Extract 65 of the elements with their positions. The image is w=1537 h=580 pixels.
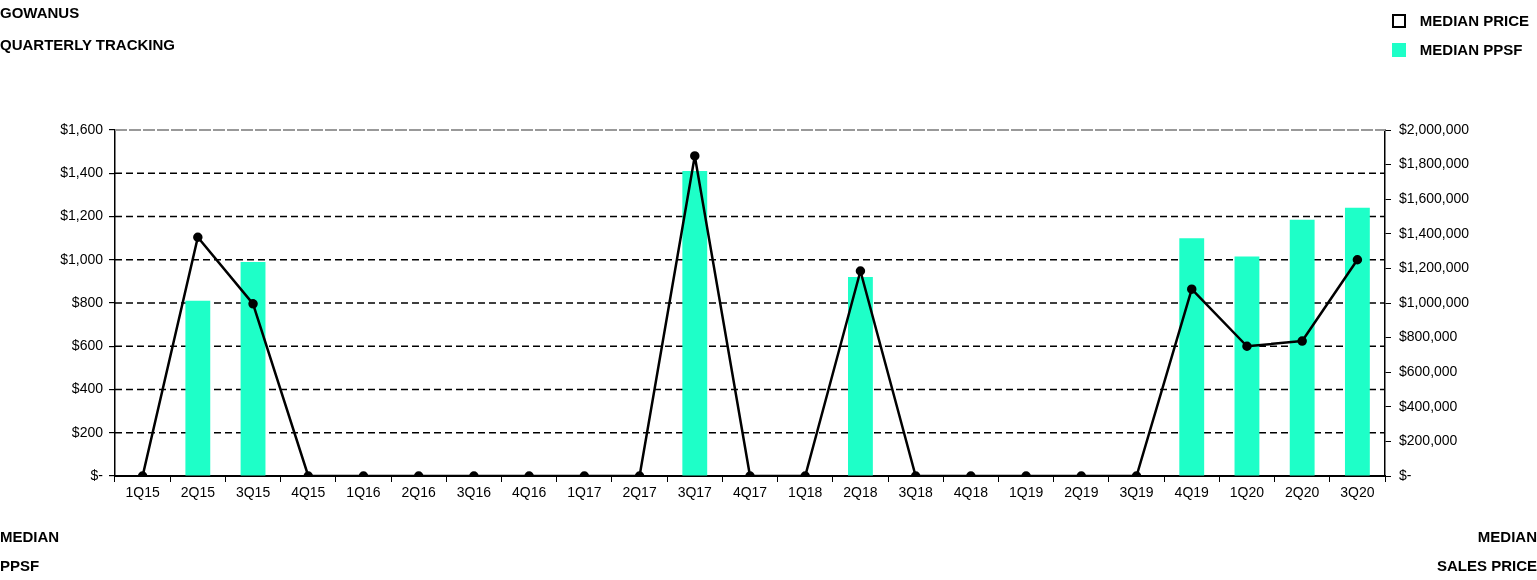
y2-tick-label: $600,000 [1399,363,1458,380]
bar [240,261,266,476]
bar [185,300,211,476]
x-tick-label: 1Q18 [788,484,823,501]
x-tick-label: 1Q19 [1008,484,1044,501]
x-tick-label: 1Q16 [346,484,381,501]
point [855,266,866,276]
y-axis-title: MEDIAN PPSF [0,527,61,576]
y2-tick-label: $1,000,000 [1399,293,1470,310]
bar [682,171,708,476]
point [1352,255,1363,265]
y-tick-label: $1,600 [60,120,104,137]
x-tick-label: 4Q16 [512,484,547,501]
y-tick-label: $1,200 [60,207,104,224]
x-tick-label: 2Q17 [622,484,657,501]
y2-tick-label: $400,000 [1399,397,1458,414]
x-tick-label: 3Q15 [235,484,271,501]
bar [1179,238,1205,476]
bar [1234,256,1260,476]
x-tick-label: 2Q20 [1285,484,1320,501]
x-tick-label: 2Q15 [180,484,216,501]
x-tick-label: 2Q18 [843,484,878,501]
y-tick-label: $1,000 [60,250,104,267]
y2-axis-title: MEDIAN SALES PRICE [1435,527,1537,576]
legend-label: MEDIAN PRICE [1419,12,1529,29]
x-tick-label: 2Q19 [1064,484,1099,501]
y2-tick-label: $1,200,000 [1399,259,1470,276]
point [193,232,203,243]
y-tick-label: $200 [71,423,104,440]
y2-tick-label: $2,000,000 [1399,120,1470,137]
chart-title: GOWANUS [0,4,80,21]
x-tick-label: 3Q16 [456,484,492,501]
x-tick-label: 4Q15 [291,484,326,501]
bar [1289,219,1315,476]
y2-tick-label: $800,000 [1399,328,1458,345]
point [1297,336,1307,346]
bar [1344,207,1370,476]
x-tick-label: 3Q19 [1119,484,1154,501]
x-tick-label: 3Q20 [1340,484,1375,501]
legend-label: MEDIAN PPSF [1419,41,1523,58]
point [1242,341,1252,351]
y-tick-label: $- [90,466,104,483]
point [1186,284,1197,294]
y-tick-label: $800 [71,293,104,310]
y2-tick-label: $1,800,000 [1399,155,1470,172]
chart-subtitle: QUARTERLY TRACKING [0,36,176,53]
y2-tick-label: $1,400,000 [1399,224,1470,241]
x-tick-label: 3Q17 [677,484,713,501]
bar [848,277,873,476]
y-tick-label: $600 [71,337,104,354]
y2-tick-label: $1,600,000 [1399,190,1470,207]
x-tick-label: 1Q20 [1229,484,1265,501]
y2-tick-label: $- [1399,466,1412,483]
x-tick-label: 3Q18 [898,484,933,501]
x-tick-label: 2Q16 [401,484,437,501]
x-tick-label: 1Q15 [125,484,160,501]
point [248,299,258,309]
y-tick-label: $400 [71,380,104,397]
x-tick-label: 4Q17 [732,484,768,501]
x-tick-label: 4Q18 [953,484,989,501]
y-tick-label: $1,400 [60,164,104,181]
x-tick-label: 1Q17 [567,484,602,501]
y2-tick-label: $200,000 [1399,432,1458,449]
x-tick-label: 4Q19 [1174,484,1210,501]
point [690,151,700,161]
